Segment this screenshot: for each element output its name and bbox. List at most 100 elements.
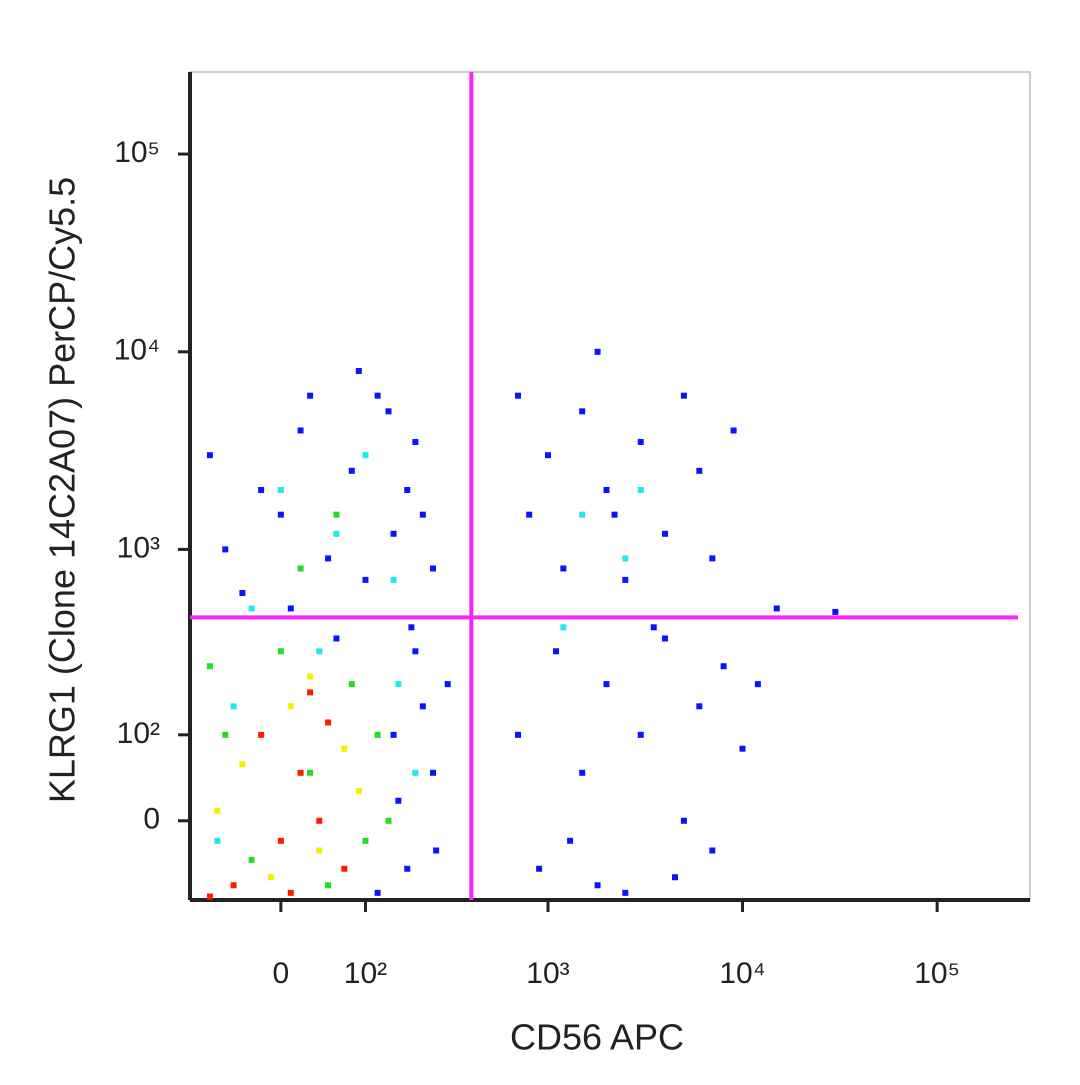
event-dot [214, 837, 221, 844]
event-dot [230, 703, 237, 710]
event-dot [637, 486, 644, 493]
event-dot [206, 893, 213, 900]
event-dot [429, 565, 436, 572]
event-dot [579, 408, 586, 415]
event-dot [333, 530, 340, 537]
event-dot [277, 648, 284, 655]
event-dot [739, 745, 746, 752]
event-dot [560, 624, 567, 631]
event-dot [316, 648, 323, 655]
event-dot [214, 807, 221, 814]
event-dot [325, 555, 332, 562]
event-dot [526, 511, 533, 518]
x-tick-label: 10³ [526, 957, 569, 990]
event-dot [325, 719, 332, 726]
event-dot [544, 452, 551, 459]
event-dot [362, 452, 369, 459]
event-dot [567, 837, 574, 844]
event-dot [277, 486, 284, 493]
event-dot [333, 511, 340, 518]
event-dot [720, 663, 727, 670]
event-dot [395, 797, 402, 804]
event-dot [258, 486, 265, 493]
event-dot [316, 847, 323, 854]
event-dot [341, 865, 348, 872]
event-dot [603, 681, 610, 688]
event-dot [650, 624, 657, 631]
y-tick-label: 10⁵ [114, 136, 160, 169]
event-dot [341, 745, 348, 752]
event-dot [514, 731, 521, 738]
event-dot [412, 769, 419, 776]
event-dot [267, 874, 274, 881]
y-tick-label: 10² [117, 717, 160, 750]
event-dot [385, 408, 392, 415]
event-dot [579, 769, 586, 776]
event-dot [348, 681, 355, 688]
y-tick-label: 10³ [117, 531, 160, 564]
event-dot [390, 731, 397, 738]
event-dot [307, 689, 314, 696]
event-dot [594, 882, 601, 889]
event-dot [536, 865, 543, 872]
event-dot [622, 555, 629, 562]
event-dot [560, 565, 567, 572]
x-tick-label: 10² [344, 957, 387, 990]
event-dot [603, 486, 610, 493]
event-dot [754, 681, 761, 688]
event-dot [408, 624, 415, 631]
event-dot [662, 530, 669, 537]
event-dot [362, 837, 369, 844]
event-dot [429, 769, 436, 776]
x-tick-label: 10⁴ [719, 957, 765, 990]
event-dot [297, 565, 304, 572]
event-dot [307, 392, 314, 399]
event-dot [258, 731, 265, 738]
event-dot [680, 392, 687, 399]
event-dot [348, 467, 355, 474]
plot-frame [189, 71, 1031, 901]
y-tick-label: 10⁴ [114, 334, 160, 367]
event-dot [412, 648, 419, 655]
event-dot [622, 889, 629, 896]
event-dot [514, 392, 521, 399]
event-dot [404, 486, 411, 493]
event-dot [773, 605, 780, 612]
event-dot [419, 511, 426, 518]
event-dot [297, 769, 304, 776]
event-dot [222, 546, 229, 553]
x-tick-label: 0 [273, 957, 290, 990]
event-dot [206, 663, 213, 670]
x-tick-label: 10⁵ [914, 957, 960, 990]
event-dot [412, 438, 419, 445]
event-dot [404, 865, 411, 872]
event-dot [287, 889, 294, 896]
event-dot [594, 348, 601, 355]
event-dot [248, 605, 255, 612]
event-dot [222, 731, 229, 738]
event-dot [390, 576, 397, 583]
event-dot [709, 847, 716, 854]
event-dot [395, 681, 402, 688]
event-dot [325, 882, 332, 889]
event-dot [277, 837, 284, 844]
event-dot [316, 817, 323, 824]
event-dot [374, 889, 381, 896]
event-dot [419, 703, 426, 710]
event-dot [709, 555, 716, 562]
y-tick-label: 0 [143, 803, 160, 836]
event-dot [277, 511, 284, 518]
event-dot [307, 769, 314, 776]
event-dot [297, 427, 304, 434]
event-dot [307, 673, 314, 680]
event-dot [374, 392, 381, 399]
event-dot [433, 847, 440, 854]
event-dot [287, 605, 294, 612]
event-dot [374, 731, 381, 738]
event-dot [696, 703, 703, 710]
event-dot [362, 576, 369, 583]
event-dot [680, 817, 687, 824]
event-dot [239, 589, 246, 596]
event-dot [553, 648, 560, 655]
